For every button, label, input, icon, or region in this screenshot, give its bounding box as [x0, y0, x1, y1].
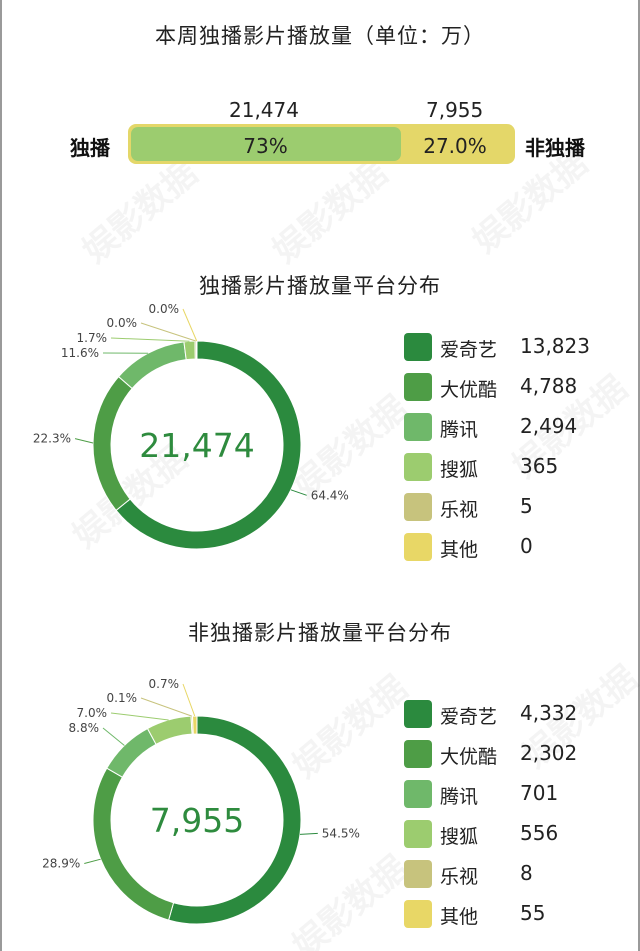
legend-label: 乐视 [440, 499, 479, 521]
legend-swatch [404, 493, 432, 521]
legend-swatch [404, 533, 432, 561]
percent-label-iqiyi: 54.5% [322, 826, 360, 840]
legend-value: 8 [520, 861, 533, 885]
chart1-title: 独播影片播放量平台分布 [199, 274, 441, 298]
leader-line [102, 727, 125, 746]
percent-label-youku: 28.9% [42, 856, 80, 870]
leader-line [182, 308, 198, 342]
legend-swatch [404, 780, 432, 808]
right-label: 非独播 [525, 136, 585, 160]
percent-label-youku: 22.3% [33, 432, 71, 446]
legend-value: 4,788 [520, 374, 578, 398]
bar-track [128, 124, 515, 164]
slice-sohu [146, 715, 193, 746]
slice-sohu [183, 340, 196, 361]
slice-youku [92, 767, 175, 921]
frame-right-border [638, 0, 640, 951]
center-total: 7,955 [150, 801, 244, 840]
bar-fill [131, 127, 402, 161]
legend-label: 腾讯 [440, 786, 479, 808]
percent-label-tencent: 11.6% [61, 346, 99, 360]
page-title: 本周独播影片播放量（单位：万） [155, 24, 485, 48]
legend-value: 556 [520, 821, 559, 845]
legend-swatch [404, 860, 432, 888]
legend-value: 365 [520, 454, 559, 478]
legend-label: 爱奇艺 [440, 706, 498, 728]
legend-swatch [404, 700, 432, 728]
chart1-donut: 64.4%22.3%11.6%1.7%0.0%0.0%21,474 [33, 302, 349, 550]
slice-youku [92, 375, 133, 512]
legend-label: 其他 [440, 539, 479, 561]
percent-label-other: 0.0% [149, 302, 180, 316]
legend-label: 爱奇艺 [440, 339, 498, 361]
legend-label: 其他 [440, 906, 479, 928]
leader-line [110, 337, 190, 342]
leader-line [140, 697, 192, 717]
legend-value: 4,332 [520, 701, 578, 725]
slice-other [191, 715, 198, 735]
legend-swatch [404, 900, 432, 928]
legend-value: 701 [520, 781, 559, 805]
left-percent: 73% [243, 134, 288, 158]
watermark: 娱影数据 [70, 147, 206, 272]
percent-label-iqiyi: 64.4% [311, 488, 349, 502]
slice-tencent [106, 727, 157, 778]
slice-other [195, 340, 198, 360]
slice-iqiyi [115, 340, 302, 550]
percent-label-tencent: 8.8% [69, 721, 100, 735]
chart2-donut: 54.5% 28.9% 8.8%7.0%0.1% 0.7% 7,955 [42, 677, 360, 925]
chart2-title: 非独播影片播放量平台分布 [188, 621, 452, 645]
legend-swatch [404, 740, 432, 768]
leader-line [140, 322, 196, 342]
legend-swatch [404, 820, 432, 848]
legend-label: 搜狐 [440, 459, 479, 481]
percent-label-sohu: 7.0% [77, 706, 108, 720]
legend-swatch [404, 373, 432, 401]
leader-line [182, 683, 196, 717]
legend-swatch [404, 333, 432, 361]
leader-line [74, 438, 94, 444]
legend-value: 55 [520, 901, 546, 925]
legend-label: 乐视 [440, 866, 479, 888]
legend-value: 2,302 [520, 741, 578, 765]
legend-value: 5 [520, 494, 533, 518]
legend-label: 大优酷 [440, 379, 498, 401]
legend-value: 0 [520, 534, 533, 558]
center-total: 21,474 [139, 426, 254, 465]
right-value: 7,955 [426, 98, 484, 122]
leader-line [84, 858, 101, 864]
percent-label-sohu: 1.7% [77, 331, 108, 345]
left-value: 21,474 [229, 98, 299, 122]
percent-label-letv: 0.0% [107, 316, 138, 330]
watermark: 娱影数据 [260, 147, 396, 272]
leader-line [299, 832, 318, 835]
leader-line [110, 712, 169, 721]
legend-swatch [404, 453, 432, 481]
percent-label-letv: 0.1% [107, 691, 138, 705]
right-percent: 27.0% [423, 134, 487, 158]
slice-tencent [117, 341, 187, 390]
legend-label: 搜狐 [440, 826, 479, 848]
left-label: 独播 [70, 136, 110, 160]
frame-left-border [0, 0, 2, 951]
legend-value: 13,823 [520, 334, 590, 358]
legend-label: 腾讯 [440, 419, 479, 441]
legend-swatch [404, 413, 432, 441]
legend-value: 2,494 [520, 414, 578, 438]
percent-label-other: 0.7% [149, 677, 180, 691]
leader-line [290, 489, 307, 496]
legend-label: 大优酷 [440, 746, 498, 768]
